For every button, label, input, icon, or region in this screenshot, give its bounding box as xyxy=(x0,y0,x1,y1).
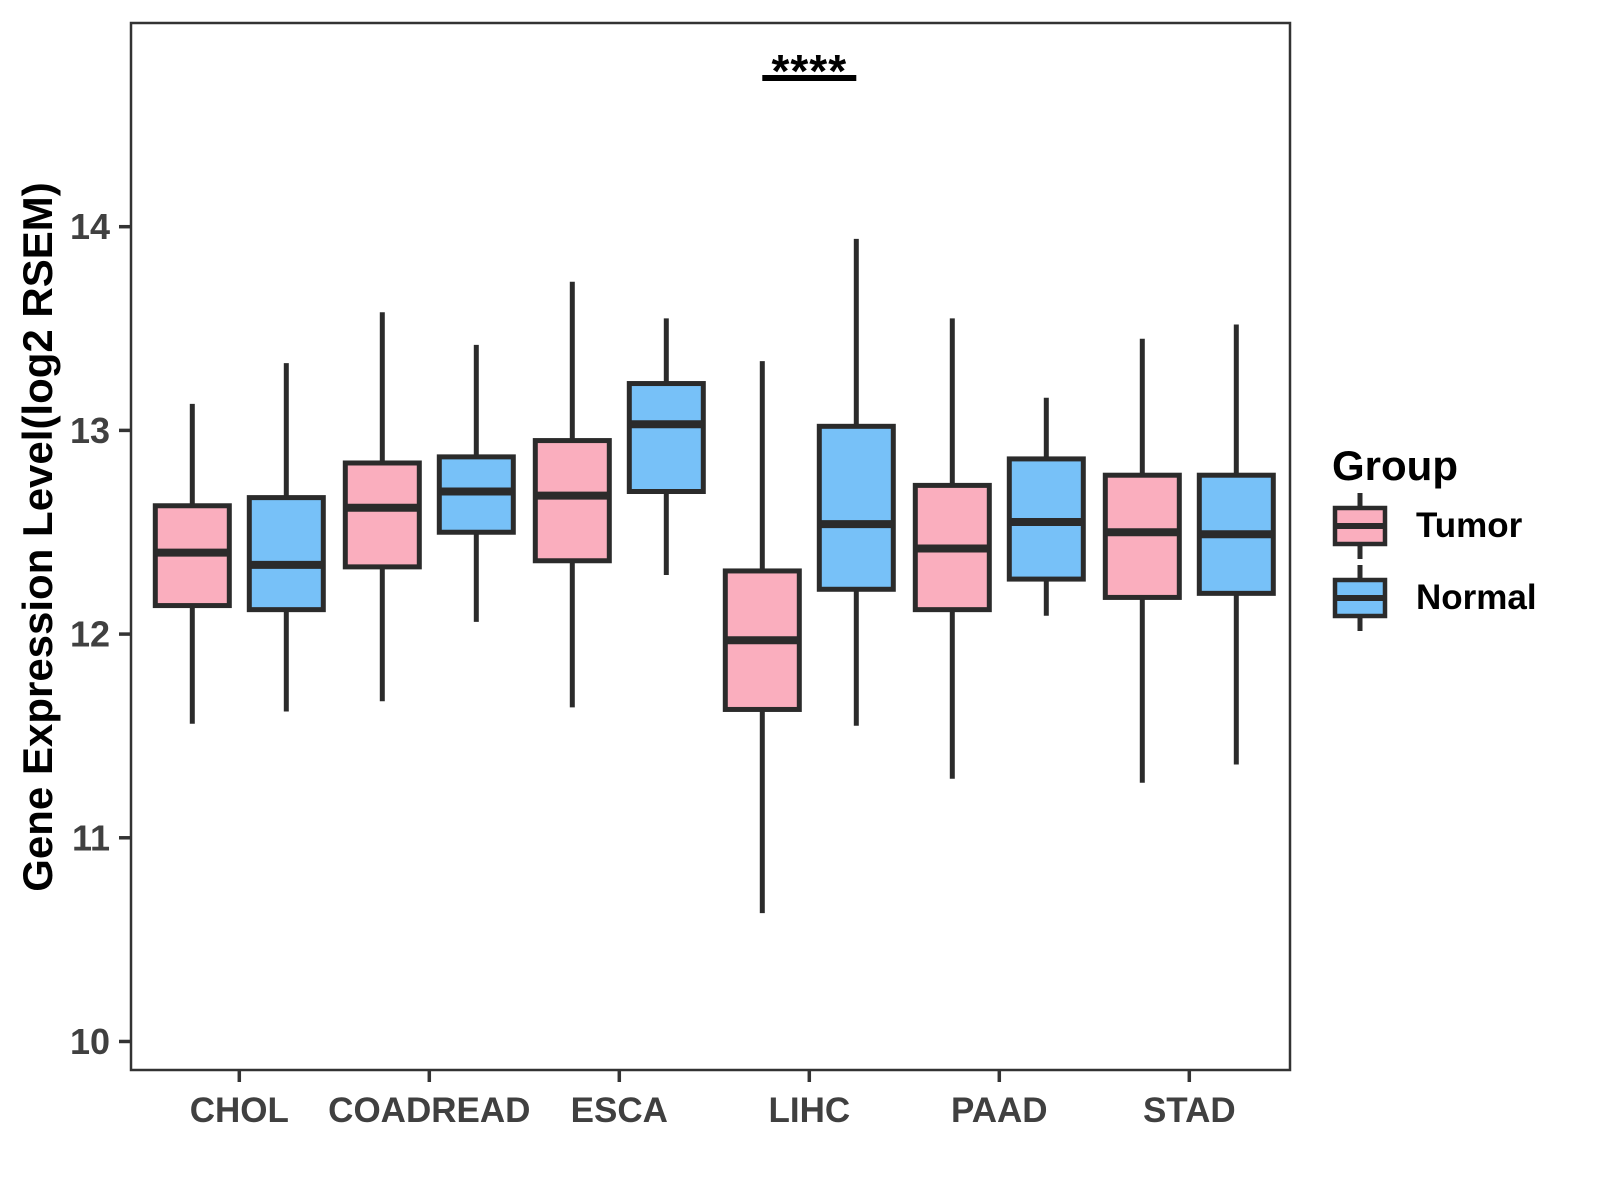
y-tick-label: 11 xyxy=(72,817,110,858)
y-tick-label: 12 xyxy=(70,614,110,655)
legend-item-label: Tumor xyxy=(1416,506,1523,545)
y-tick-label: 14 xyxy=(70,206,110,247)
box-ESCA-Normal xyxy=(626,381,706,495)
x-tick-label-ESCA: ESCA xyxy=(571,1091,668,1130)
y-axis-title: Gene Expression Level(log2 RSEM) xyxy=(14,182,61,892)
box-ESCA-Tumor xyxy=(532,438,612,564)
legend-boxplot-glyph-tumor xyxy=(1332,493,1388,559)
box-STAD-Tumor xyxy=(1102,472,1182,600)
x-tick-label-CHOL: CHOL xyxy=(190,1091,289,1130)
box-CHOL-Normal xyxy=(246,495,326,613)
legend-title: Group xyxy=(1332,442,1458,489)
x-tick-label-COADREAD: COADREAD xyxy=(328,1091,530,1130)
y-tick-label: 13 xyxy=(70,410,110,451)
x-tick-label-PAAD: PAAD xyxy=(951,1091,1048,1130)
box-COADREAD-Tumor xyxy=(342,460,422,570)
plot-border xyxy=(129,21,1292,1072)
legend-item-tumor: Tumor xyxy=(1332,490,1537,562)
x-tick-label-STAD: STAD xyxy=(1143,1091,1236,1130)
significance-stars: **** xyxy=(771,45,847,97)
x-tick-label-LIHC: LIHC xyxy=(768,1091,850,1130)
legend-item-normal: Normal xyxy=(1332,562,1537,634)
legend: Group Tumor Normal xyxy=(1332,442,1537,634)
box-LIHC-Normal xyxy=(816,423,896,592)
legend-boxplot-glyph-normal xyxy=(1332,565,1388,631)
y-tick-label: 10 xyxy=(70,1021,110,1062)
legend-item-label: Normal xyxy=(1416,578,1537,617)
